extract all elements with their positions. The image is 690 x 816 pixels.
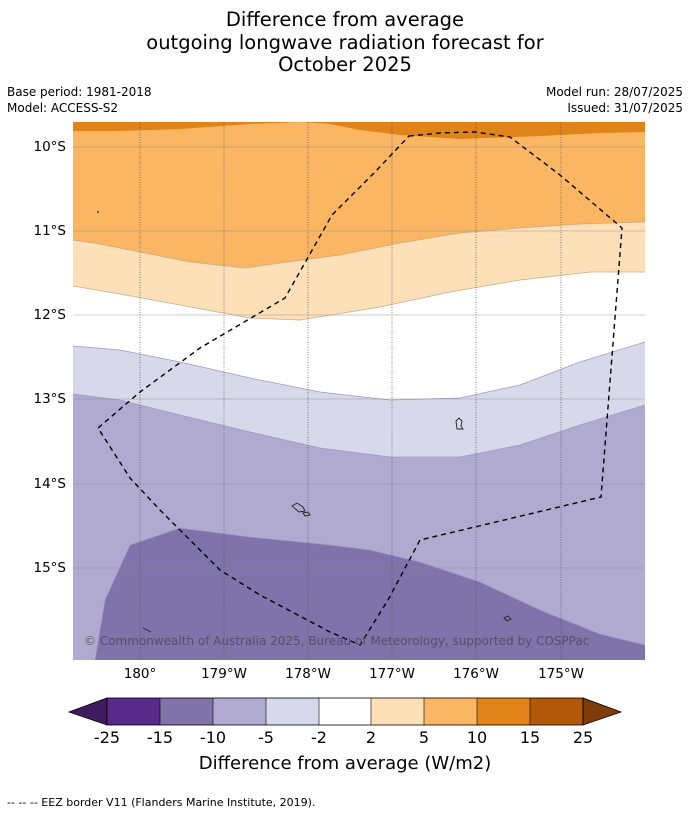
meta-right: Model run: 28/07/2025 Issued: 31/07/2025 <box>546 84 683 116</box>
map-plot-area: © Commonwealth of Australia 2025, Bureau… <box>73 122 645 660</box>
colorbar-bin-7 <box>424 698 477 725</box>
band-10-15 <box>73 122 645 139</box>
island-futuna <box>291 502 306 513</box>
lat-label-14s: 14°S <box>33 476 67 492</box>
colorbar-title: Difference from average (W/m2) <box>198 753 492 774</box>
copyright-notice: © Commonwealth of Australia 2025, Bureau… <box>84 634 589 648</box>
island-dot-north <box>97 211 99 213</box>
lat-label-11s: 11°S <box>33 223 67 239</box>
colorbar-bin-6 <box>371 698 424 725</box>
lon-label-176w: 176°W <box>453 666 499 682</box>
colorbar-bin-4 <box>266 698 319 725</box>
colorbar-tick-5: 5 <box>418 728 430 747</box>
colorbar-tick-neg10: -10 <box>199 728 227 747</box>
colorbar-tick-neg5: -5 <box>258 728 274 747</box>
contour-lines-purple <box>73 341 645 660</box>
meta-left: Base period: 1981-2018 Model: ACCESS-S2 <box>7 84 152 116</box>
lat-label-15s: 15°S <box>33 560 67 576</box>
colorbar-tick-10: 10 <box>466 728 488 747</box>
title-line-2: outgoing longwave radiation forecast for <box>146 30 544 54</box>
lat-label-10s: 10°S <box>33 139 67 155</box>
colorbar-bin-9 <box>530 698 583 725</box>
island-outlines <box>97 211 512 633</box>
colorbar-high-extend <box>582 697 623 726</box>
colorbar-tick-neg15: -15 <box>146 728 174 747</box>
gridlines <box>73 122 645 660</box>
colorbar <box>67 697 623 726</box>
colorbar-low-extend <box>67 697 108 726</box>
colorbar-bin-2 <box>160 698 213 725</box>
base-period: Base period: 1981-2018 <box>7 85 152 99</box>
contour-lines <box>73 221 645 321</box>
island-small-west <box>142 627 152 633</box>
chart-title: Difference from average outgoing longwav… <box>0 8 690 77</box>
colorbar-tick-15: 15 <box>519 728 541 747</box>
eez-footnote: -- -- -- EEZ border V11 (Flanders Marine… <box>7 796 316 809</box>
lat-label-13s: 13°S <box>33 391 67 407</box>
colorbar-bin-5 <box>319 698 371 725</box>
lat-label-12s: 12°S <box>33 307 67 323</box>
colorbar-tick-2: 2 <box>365 728 377 747</box>
colorbar-tick-25: 25 <box>572 728 594 747</box>
island-small-east <box>503 615 512 622</box>
colorbar-tick-neg25: -25 <box>93 728 121 747</box>
lon-label-180: 180° <box>123 666 157 682</box>
model-run: Model run: 28/07/2025 <box>545 85 683 99</box>
island-wallis <box>455 417 464 430</box>
colorbar-bin-3 <box>213 698 266 725</box>
title-line-3: October 2025 <box>278 53 412 76</box>
band-5-10 <box>73 122 645 268</box>
title-line-1: Difference from average <box>225 8 465 31</box>
lon-label-179w: 179°W <box>201 666 247 682</box>
island-alofi <box>302 511 311 517</box>
colorbar-bin-8 <box>477 698 530 725</box>
lon-label-178w: 178°W <box>285 666 331 682</box>
issued-date: Issued: 31/07/2025 <box>567 101 683 115</box>
lon-label-177w: 177°W <box>369 666 415 682</box>
lon-label-175w: 175°W <box>538 666 584 682</box>
colorbar-tick-neg2: -2 <box>311 728 327 747</box>
eez-border <box>97 131 623 646</box>
colorbar-bin-1 <box>107 698 160 725</box>
model-name: Model: ACCESS-S2 <box>7 101 119 115</box>
